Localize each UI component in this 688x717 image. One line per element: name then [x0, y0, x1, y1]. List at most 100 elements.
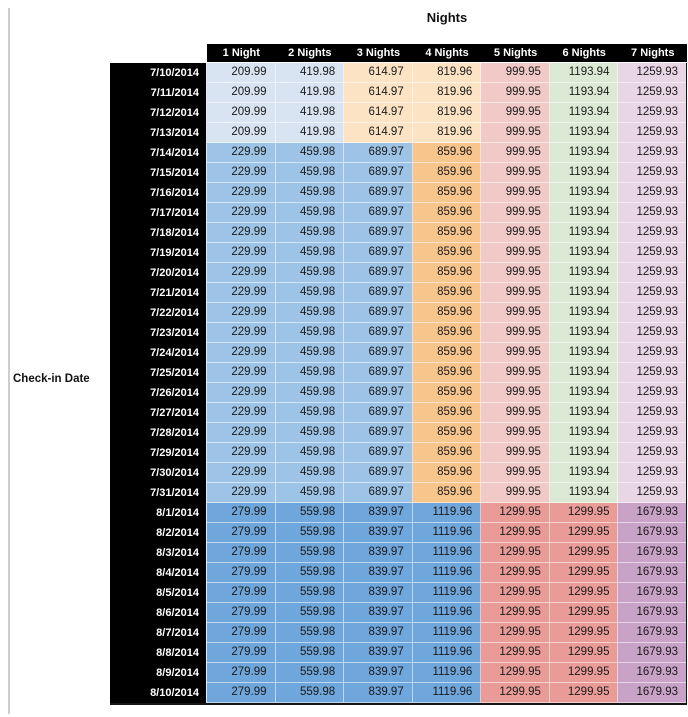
price-cell[interactable]: 999.95 — [481, 103, 550, 123]
date-cell[interactable]: 8/2/2014 — [110, 523, 207, 543]
price-cell[interactable]: 229.99 — [207, 183, 276, 203]
price-cell[interactable]: 1193.94 — [549, 443, 619, 463]
date-cell[interactable]: 7/24/2014 — [110, 343, 207, 363]
price-cell[interactable]: 689.97 — [344, 283, 413, 303]
price-cell[interactable]: 459.98 — [275, 303, 345, 323]
price-cell[interactable]: 559.98 — [275, 503, 345, 523]
price-cell[interactable]: 859.96 — [412, 403, 482, 423]
price-cell[interactable]: 1259.93 — [618, 483, 687, 503]
price-cell[interactable]: 1119.96 — [412, 503, 482, 523]
date-cell[interactable]: 8/8/2014 — [110, 643, 207, 663]
price-cell[interactable]: 1679.93 — [618, 663, 687, 683]
price-cell[interactable]: 459.98 — [275, 463, 345, 483]
column-header-cell[interactable]: 6 Nights — [562, 47, 606, 59]
price-cell[interactable]: 1119.96 — [412, 543, 482, 563]
price-cell[interactable]: 1259.93 — [618, 183, 687, 203]
price-cell[interactable]: 229.99 — [207, 243, 276, 263]
price-cell[interactable]: 229.99 — [207, 383, 276, 403]
price-cell[interactable]: 1259.93 — [618, 103, 687, 123]
date-cell[interactable]: 7/28/2014 — [110, 423, 207, 443]
price-cell[interactable]: 1679.93 — [618, 623, 687, 643]
price-cell[interactable]: 1299.95 — [549, 603, 619, 623]
price-cell[interactable]: 859.96 — [412, 183, 482, 203]
price-cell[interactable]: 1259.93 — [618, 263, 687, 283]
price-cell[interactable]: 614.97 — [344, 63, 413, 83]
date-cell[interactable]: 7/10/2014 — [110, 63, 207, 83]
price-cell[interactable]: 1119.96 — [412, 603, 482, 623]
date-cell[interactable]: 7/13/2014 — [110, 123, 207, 143]
price-cell[interactable]: 689.97 — [344, 223, 413, 243]
price-cell[interactable]: 1299.95 — [481, 643, 550, 663]
price-cell[interactable]: 689.97 — [344, 183, 413, 203]
price-cell[interactable]: 229.99 — [207, 143, 276, 163]
date-cell[interactable]: 7/20/2014 — [110, 263, 207, 283]
price-cell[interactable]: 999.95 — [481, 243, 550, 263]
price-cell[interactable]: 1299.95 — [549, 663, 619, 683]
date-cell[interactable]: 8/6/2014 — [110, 603, 207, 623]
price-cell[interactable]: 279.99 — [207, 663, 276, 683]
price-cell[interactable]: 859.96 — [412, 343, 482, 363]
price-cell[interactable]: 1679.93 — [618, 643, 687, 663]
price-cell[interactable]: 559.98 — [275, 583, 345, 603]
price-cell[interactable]: 839.97 — [344, 503, 413, 523]
price-cell[interactable]: 999.95 — [481, 63, 550, 83]
price-cell[interactable]: 1679.93 — [618, 683, 687, 703]
date-cell[interactable]: 8/5/2014 — [110, 583, 207, 603]
price-cell[interactable]: 999.95 — [481, 263, 550, 283]
price-cell[interactable]: 1679.93 — [618, 523, 687, 543]
price-cell[interactable]: 229.99 — [207, 163, 276, 183]
price-cell[interactable]: 1193.94 — [549, 63, 619, 83]
price-cell[interactable]: 839.97 — [344, 563, 413, 583]
price-cell[interactable]: 689.97 — [344, 363, 413, 383]
price-cell[interactable]: 229.99 — [207, 483, 276, 503]
price-cell[interactable]: 999.95 — [481, 343, 550, 363]
price-cell[interactable]: 859.96 — [412, 423, 482, 443]
price-cell[interactable]: 1679.93 — [618, 503, 687, 523]
price-cell[interactable]: 859.96 — [412, 163, 482, 183]
price-cell[interactable]: 1259.93 — [618, 223, 687, 243]
column-header-cell[interactable]: 2 Nights — [288, 47, 332, 59]
price-cell[interactable]: 1119.96 — [412, 643, 482, 663]
price-cell[interactable]: 209.99 — [207, 63, 276, 83]
date-cell[interactable]: 7/12/2014 — [110, 103, 207, 123]
price-cell[interactable]: 279.99 — [207, 603, 276, 623]
price-cell[interactable]: 999.95 — [481, 423, 550, 443]
price-cell[interactable]: 999.95 — [481, 303, 550, 323]
price-cell[interactable]: 1193.94 — [549, 303, 619, 323]
price-cell[interactable]: 1119.96 — [412, 563, 482, 583]
price-cell[interactable]: 459.98 — [275, 243, 345, 263]
price-cell[interactable]: 1193.94 — [549, 283, 619, 303]
price-cell[interactable]: 559.98 — [275, 643, 345, 663]
price-cell[interactable]: 1259.93 — [618, 143, 687, 163]
price-cell[interactable]: 999.95 — [481, 283, 550, 303]
price-cell[interactable]: 1119.96 — [412, 663, 482, 683]
price-cell[interactable]: 839.97 — [344, 523, 413, 543]
price-cell[interactable]: 559.98 — [275, 603, 345, 623]
date-cell[interactable]: 7/18/2014 — [110, 223, 207, 243]
price-cell[interactable]: 1299.95 — [481, 583, 550, 603]
price-cell[interactable]: 859.96 — [412, 263, 482, 283]
column-header-cell[interactable]: 7 Nights — [631, 47, 675, 59]
price-cell[interactable]: 419.98 — [275, 83, 345, 103]
price-cell[interactable]: 419.98 — [275, 123, 345, 143]
price-cell[interactable]: 1259.93 — [618, 303, 687, 323]
date-cell[interactable]: 7/29/2014 — [110, 443, 207, 463]
date-cell[interactable]: 7/23/2014 — [110, 323, 207, 343]
price-cell[interactable]: 229.99 — [207, 343, 276, 363]
price-cell[interactable]: 1299.95 — [549, 683, 619, 703]
price-cell[interactable]: 459.98 — [275, 263, 345, 283]
price-cell[interactable]: 459.98 — [275, 223, 345, 243]
price-cell[interactable]: 559.98 — [275, 563, 345, 583]
price-cell[interactable]: 859.96 — [412, 363, 482, 383]
price-cell[interactable]: 1679.93 — [618, 543, 687, 563]
price-cell[interactable]: 1299.95 — [549, 643, 619, 663]
price-cell[interactable]: 1119.96 — [412, 683, 482, 703]
price-cell[interactable]: 689.97 — [344, 463, 413, 483]
price-cell[interactable]: 859.96 — [412, 243, 482, 263]
price-cell[interactable]: 559.98 — [275, 663, 345, 683]
price-cell[interactable]: 559.98 — [275, 523, 345, 543]
price-cell[interactable]: 1193.94 — [549, 123, 619, 143]
price-cell[interactable]: 999.95 — [481, 203, 550, 223]
date-cell[interactable]: 7/14/2014 — [110, 143, 207, 163]
price-cell[interactable]: 229.99 — [207, 363, 276, 383]
